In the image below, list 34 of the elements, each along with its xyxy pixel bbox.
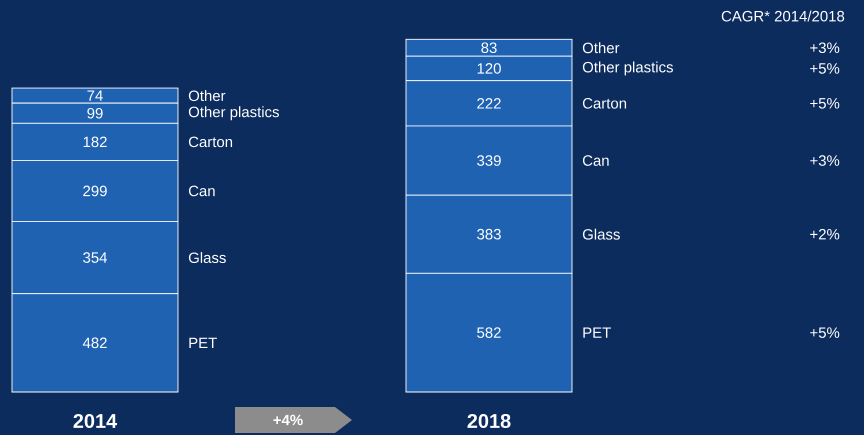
series-label: Other [188,90,226,102]
data-label: 482 [82,338,107,348]
data-label: 299 [83,186,107,196]
series-label: Carton [188,136,232,148]
text: +4% [273,414,303,426]
data-label: 582 [477,327,501,338]
data-label: 339 [477,155,501,166]
text: CAGR* 2014/2018 [722,10,844,22]
data-label: 74 [87,90,103,101]
series-label: Other plastics [188,106,279,120]
data-label: 383 [477,228,501,240]
text: +3% [810,155,840,166]
text: +5% [810,327,840,338]
text: +5% [810,98,840,109]
text: +5% [810,63,840,74]
x-tick-label: 2018 [468,414,511,428]
series-label: Can [188,186,215,196]
data-label: 99 [87,108,103,119]
data-label: 83 [481,42,497,54]
text: Can [582,155,609,166]
data-label: 182 [84,136,107,148]
series-label: PET [583,327,611,338]
text: +3% [810,42,840,54]
data-label: 222 [477,98,501,109]
text: Carton [582,98,626,109]
text: Other plastics [582,61,673,76]
x-tick-label: 2014 [74,414,118,428]
text: +2% [810,228,840,240]
text: Glass [188,252,226,264]
text: Other [582,42,620,54]
data-label: 354 [83,252,108,263]
text: PET [189,338,217,348]
data-label: 120 [478,63,501,74]
series-label: Glass [582,228,620,240]
